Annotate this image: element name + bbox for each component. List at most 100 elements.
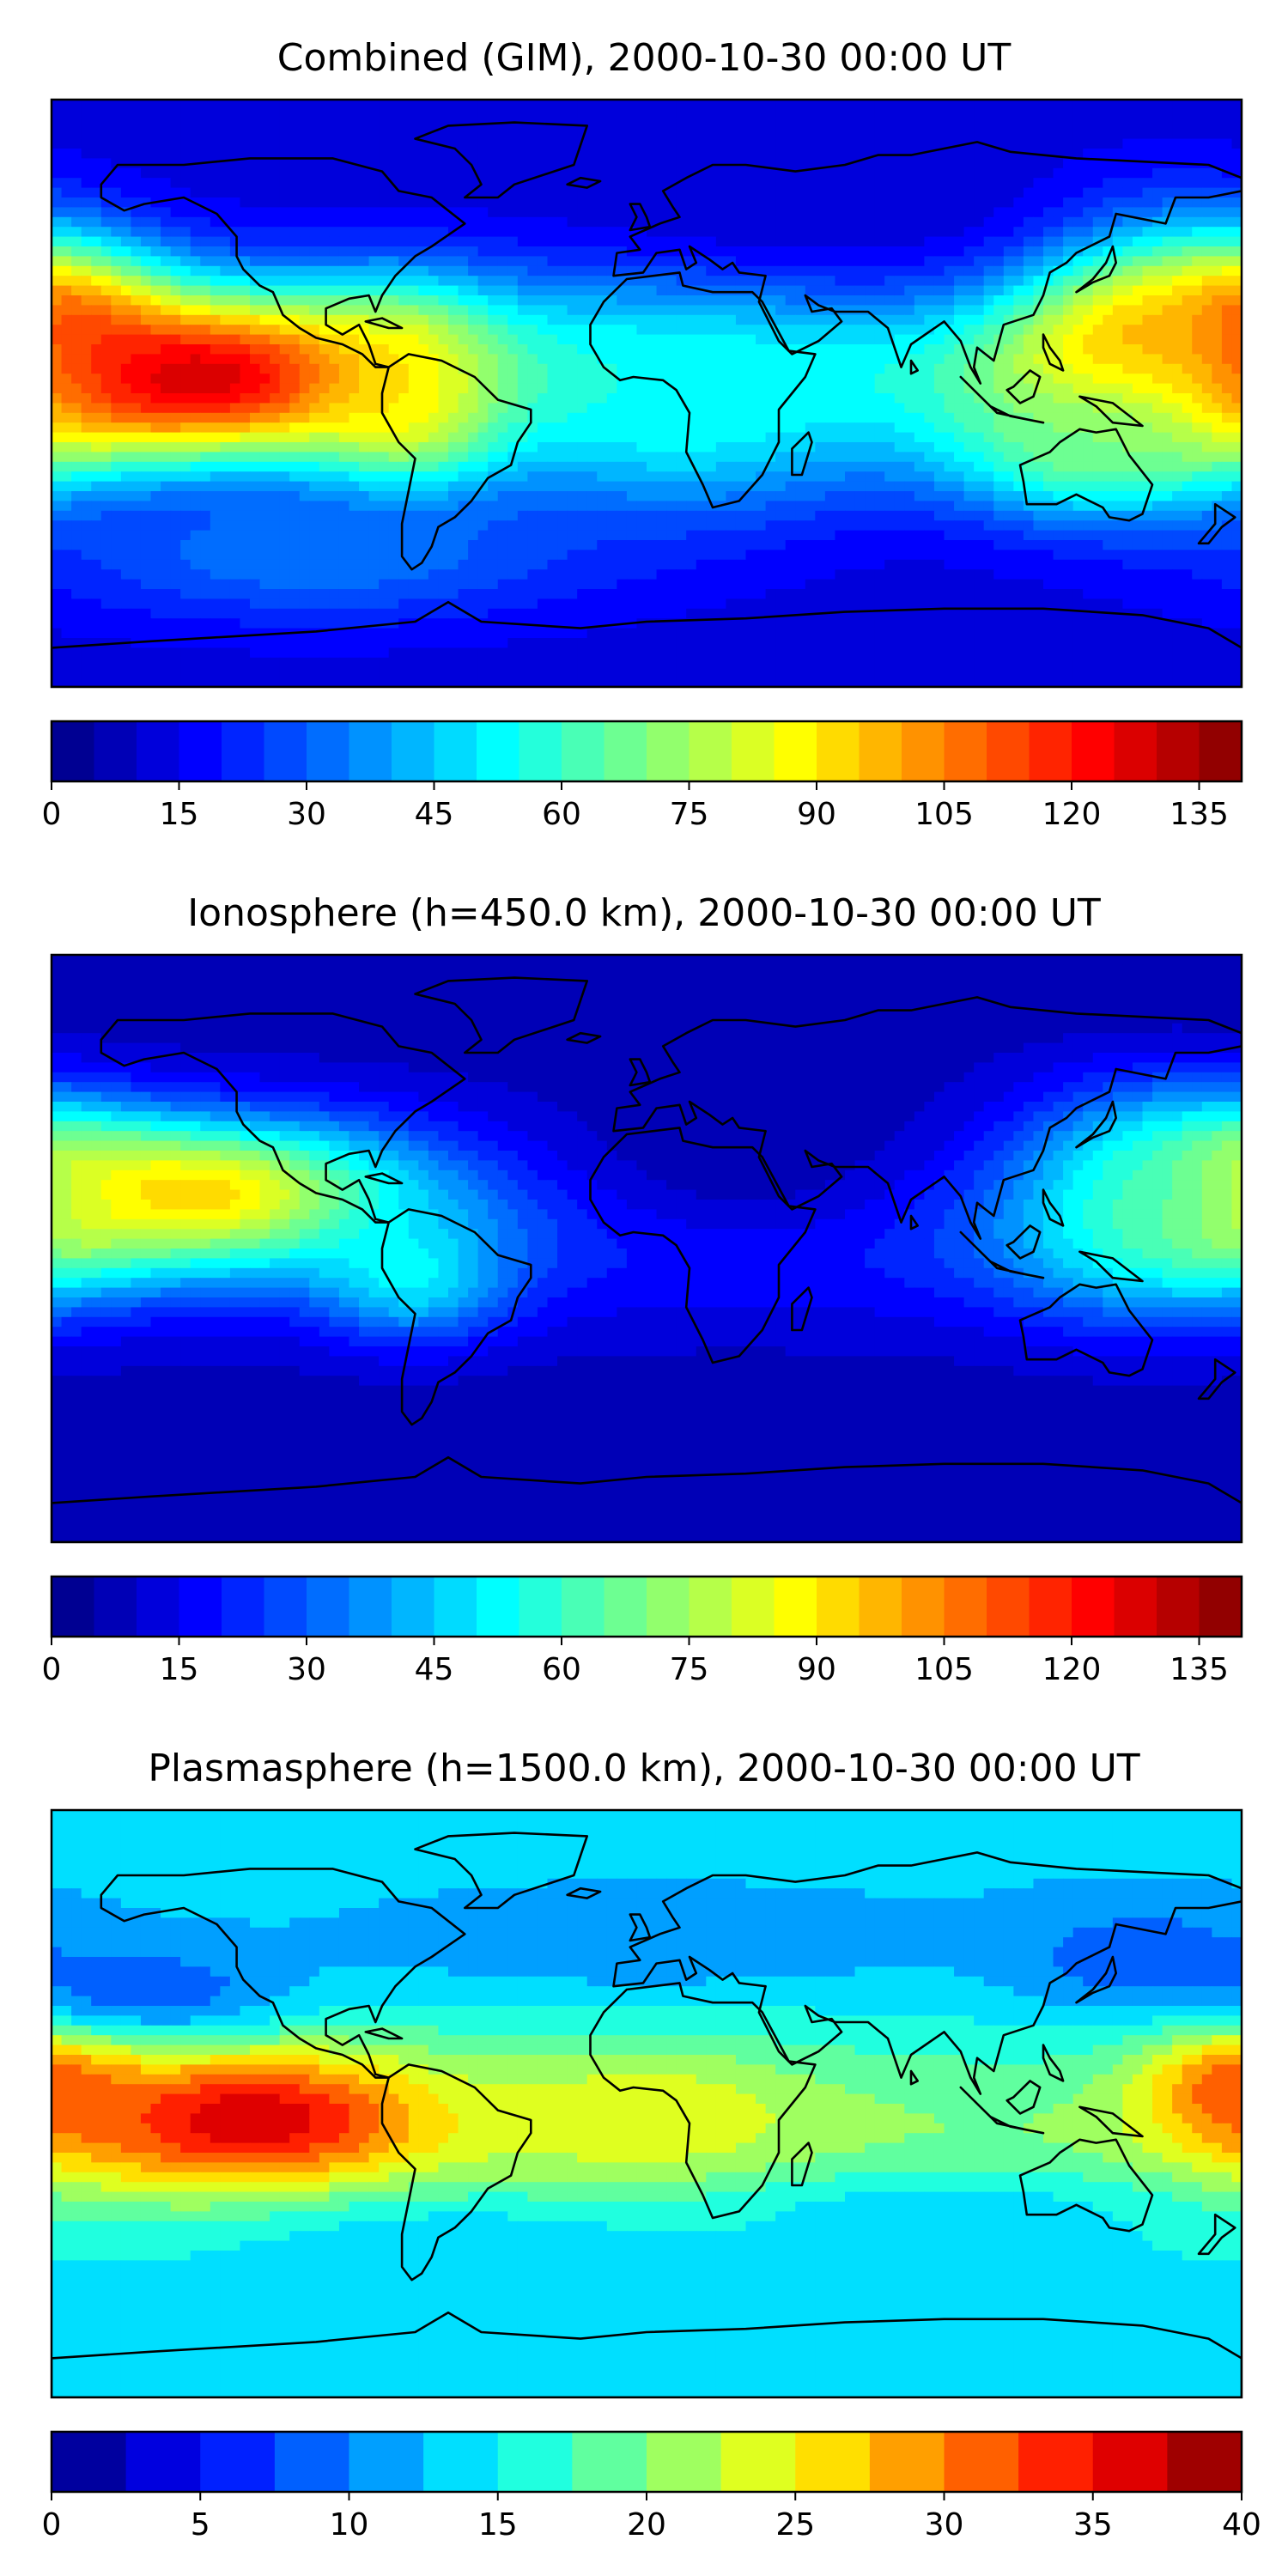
heatmap-cell [488, 344, 499, 355]
heatmap-cell [636, 354, 647, 365]
heatmap-cell [408, 216, 419, 228]
heatmap-cell [81, 236, 92, 247]
heatmap-cell [1122, 276, 1133, 287]
heatmap-cell [894, 403, 905, 414]
heatmap-cell [1231, 374, 1242, 385]
heatmap-cell [180, 325, 191, 336]
heatmap-cell [170, 138, 181, 149]
heatmap-cell [488, 276, 499, 287]
heatmap-cell [954, 276, 965, 287]
heatmap-cell [686, 363, 697, 374]
heatmap-cell [81, 452, 92, 463]
heatmap-cell [1201, 363, 1212, 374]
heatmap-cell [349, 129, 360, 140]
heatmap-cell [933, 422, 945, 434]
heatmap-cell [1063, 452, 1074, 463]
heatmap-cell [120, 265, 131, 276]
heatmap-cell [745, 246, 756, 257]
heatmap-cell [81, 276, 92, 287]
heatmap-cell [100, 354, 112, 365]
heatmap-cell [904, 227, 915, 238]
heatmap-cell [52, 314, 63, 325]
heatmap-cell [477, 207, 489, 218]
heatmap-cell [1221, 344, 1233, 355]
heatmap-cell [845, 452, 856, 463]
heatmap-cell [676, 236, 687, 247]
heatmap-cell [696, 138, 707, 149]
heatmap-cell [696, 314, 707, 325]
heatmap-cell [131, 422, 142, 434]
heatmap-cell [1212, 305, 1223, 316]
heatmap-cell [537, 491, 549, 501]
heatmap-cell [805, 216, 816, 228]
heatmap-cell [1112, 265, 1123, 276]
heatmap-cell [597, 491, 608, 501]
heatmap-cell [1043, 216, 1054, 228]
heatmap-cell [71, 344, 82, 355]
heatmap-cell [477, 314, 489, 325]
heatmap-cell [735, 491, 747, 501]
heatmap-cell [200, 314, 211, 325]
heatmap-cell [647, 295, 658, 306]
heatmap-cell [865, 100, 876, 110]
heatmap-cell [656, 461, 667, 472]
heatmap-cell [993, 481, 1005, 492]
heatmap-cell [81, 383, 92, 394]
heatmap-cell [1231, 149, 1242, 159]
heatmap-cell [289, 403, 301, 414]
heatmap-cell [715, 481, 726, 492]
heatmap-cell [606, 334, 617, 345]
heatmap-cell [299, 403, 310, 414]
heatmap-cell [81, 314, 92, 325]
heatmap-cell [824, 118, 836, 130]
heatmap-cell [537, 178, 549, 189]
heatmap-cell [91, 432, 102, 443]
heatmap-cell [91, 197, 102, 208]
heatmap-cell [1033, 442, 1044, 453]
heatmap-cell [1003, 138, 1014, 149]
heatmap-cell [974, 325, 985, 336]
heatmap-cell [1072, 314, 1084, 325]
heatmap-cell [527, 187, 538, 198]
heatmap-cell [527, 432, 538, 443]
heatmap-cell [299, 246, 310, 257]
heatmap-cell [606, 471, 617, 483]
heatmap-cell [180, 363, 191, 374]
heatmap-cell [577, 432, 588, 443]
heatmap-cell [666, 481, 677, 492]
heatmap-cell [557, 325, 568, 336]
heatmap-cell [606, 167, 617, 179]
heatmap-cell [299, 374, 310, 385]
heatmap-cell [795, 354, 806, 365]
heatmap-cell [824, 363, 836, 374]
heatmap-cell [91, 285, 102, 296]
heatmap-cell [517, 501, 528, 512]
heatmap-cell [120, 501, 131, 512]
heatmap-cell [319, 236, 330, 247]
heatmap-cell [140, 393, 152, 404]
heatmap-cell [933, 442, 945, 453]
heatmap-cell [52, 403, 63, 414]
heatmap-cell [715, 461, 726, 472]
heatmap-cell [983, 354, 994, 365]
heatmap-cell [428, 246, 440, 257]
heatmap-cell [388, 403, 399, 414]
heatmap-cell [963, 256, 975, 267]
heatmap-cell [1053, 481, 1064, 492]
heatmap-cell [567, 481, 578, 492]
heatmap-cell [537, 314, 549, 325]
heatmap-cell [309, 412, 320, 423]
heatmap-cell [229, 109, 241, 120]
heatmap-cell [170, 149, 181, 159]
heatmap-cell [756, 354, 767, 365]
heatmap-cell [488, 129, 499, 140]
heatmap-cell [240, 461, 251, 472]
heatmap-cell [647, 236, 658, 247]
heatmap-cell [954, 471, 965, 483]
heatmap-cell [954, 187, 965, 198]
heatmap-cell [131, 314, 142, 325]
heatmap-cell [1003, 403, 1014, 414]
heatmap-cell [438, 314, 449, 325]
heatmap-cell [140, 344, 152, 355]
heatmap-cell [914, 246, 925, 257]
